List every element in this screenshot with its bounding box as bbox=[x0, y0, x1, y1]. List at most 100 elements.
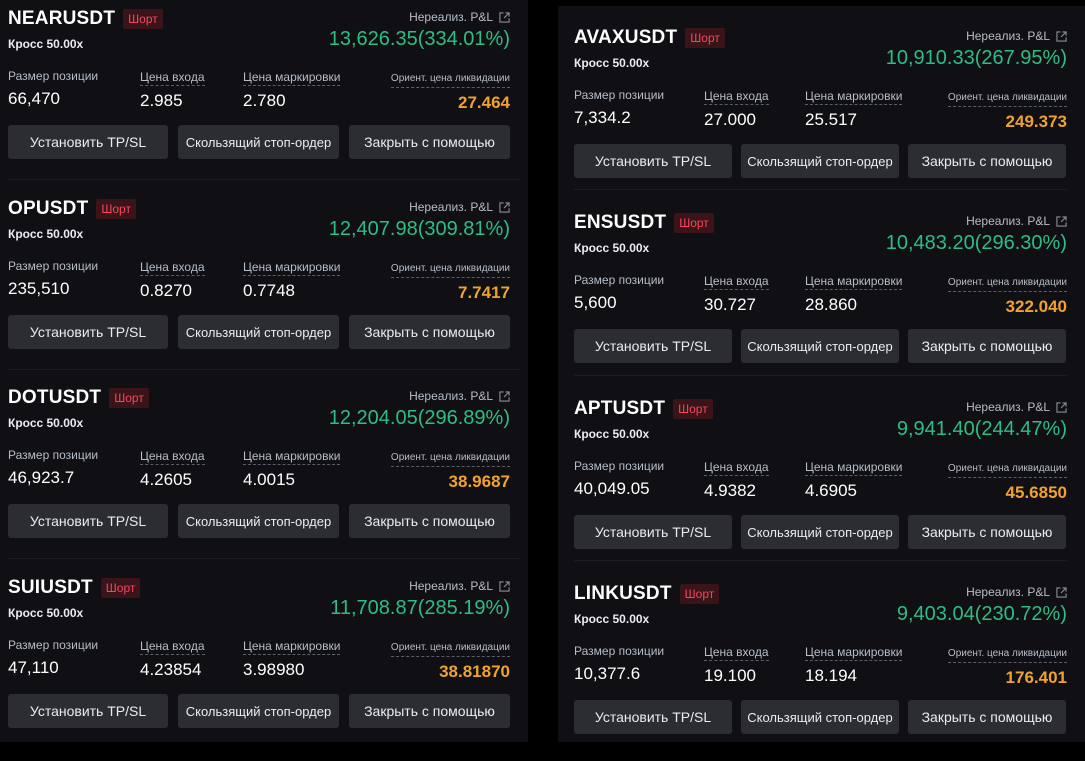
entry-value: 4.2605 bbox=[140, 470, 192, 489]
share-icon[interactable] bbox=[1056, 586, 1067, 598]
share-icon[interactable] bbox=[499, 201, 510, 213]
close-with-button[interactable]: Закрыть с помощью bbox=[349, 694, 510, 728]
short-badge: Шорт bbox=[109, 388, 149, 408]
leverage-label[interactable]: Кросс 50.00x bbox=[574, 612, 650, 626]
entry-label: Цена входа bbox=[140, 449, 205, 465]
leverage-label[interactable]: Кросс 50.00x bbox=[8, 606, 84, 620]
set-tpsl-button[interactable]: Установить TP/SL bbox=[8, 125, 168, 159]
size-label: Размер позиции bbox=[8, 259, 99, 273]
pnl-value: 13,626.35(334.01%) bbox=[328, 28, 510, 50]
mark-value: 18.194 bbox=[805, 666, 857, 685]
entry-label: Цена входа bbox=[140, 260, 205, 276]
share-icon[interactable] bbox=[499, 390, 510, 402]
mark-value: 2.780 bbox=[243, 91, 286, 110]
trailing-stop-button[interactable]: Скользящий стоп-ордер bbox=[741, 329, 899, 363]
leverage-label[interactable]: Кросс 50.00x bbox=[8, 416, 84, 430]
entry-value: 4.9382 bbox=[704, 481, 756, 500]
size-label: Размер позиции bbox=[8, 638, 99, 652]
leverage-label[interactable]: Кросс 50.00x bbox=[8, 227, 84, 241]
position-card: APTUSDT Шорт Кросс 50.00x Нереализ. P&L … bbox=[558, 390, 1085, 576]
position-symbol[interactable]: ENSUSDT bbox=[574, 212, 667, 233]
entry-value: 2.985 bbox=[140, 91, 183, 110]
divider bbox=[574, 375, 1067, 376]
size-value: 66,470 bbox=[8, 89, 60, 108]
share-icon[interactable] bbox=[1056, 215, 1067, 227]
entry-label: Цена входа bbox=[704, 460, 769, 476]
entry-label: Цена входа bbox=[140, 639, 205, 655]
position-card: OPUSDT Шорт Кросс 50.00x Нереализ. P&L 1… bbox=[0, 190, 528, 376]
share-icon[interactable] bbox=[1056, 401, 1067, 413]
trailing-stop-button[interactable]: Скользящий стоп-ордер bbox=[741, 700, 899, 734]
pnl-label: Нереализ. P&L bbox=[409, 10, 493, 24]
entry-value: 27.000 bbox=[704, 110, 756, 129]
set-tpsl-button[interactable]: Установить TP/SL bbox=[574, 515, 732, 549]
pnl-label: Нереализ. P&L bbox=[409, 389, 493, 403]
liq-value: 7.7417 bbox=[458, 283, 510, 302]
position-card: DOTUSDT Шорт Кросс 50.00x Нереализ. P&L … bbox=[0, 379, 528, 565]
pnl-value: 11,708.87(285.19%) bbox=[330, 597, 510, 619]
set-tpsl-button[interactable]: Установить TP/SL bbox=[8, 504, 168, 538]
set-tpsl-button[interactable]: Установить TP/SL bbox=[8, 315, 168, 349]
position-symbol[interactable]: NEARUSDT bbox=[8, 8, 116, 29]
trailing-stop-button[interactable]: Скользящий стоп-ордер bbox=[741, 144, 899, 178]
liq-value: 249.373 bbox=[1005, 112, 1067, 131]
short-badge: Шорт bbox=[674, 213, 714, 233]
size-label: Размер позиции bbox=[574, 459, 665, 473]
set-tpsl-button[interactable]: Установить TP/SL bbox=[574, 329, 732, 363]
leverage-label[interactable]: Кросс 50.00x bbox=[574, 427, 650, 441]
trailing-stop-button[interactable]: Скользящий стоп-ордер bbox=[178, 125, 339, 159]
position-card: SUIUSDT Шорт Кросс 50.00x Нереализ. P&L … bbox=[0, 569, 528, 755]
position-symbol[interactable]: LINKUSDT bbox=[574, 583, 672, 604]
close-with-button[interactable]: Закрыть с помощью bbox=[349, 315, 510, 349]
pnl-value: 12,204.05(296.89%) bbox=[328, 407, 510, 429]
liq-label: Ориент. цена ликвидации bbox=[947, 646, 1067, 663]
mark-label: Цена маркировки bbox=[243, 639, 341, 655]
close-with-button[interactable]: Закрыть с помощью bbox=[908, 700, 1066, 734]
size-value: 40,049.05 bbox=[574, 479, 650, 498]
pnl-value: 10,910.33(267.95%) bbox=[885, 47, 1067, 69]
size-label: Размер позиции bbox=[8, 448, 99, 462]
mark-value: 4.6905 bbox=[805, 481, 857, 500]
share-icon[interactable] bbox=[499, 580, 510, 592]
position-symbol[interactable]: DOTUSDT bbox=[8, 387, 102, 408]
leverage-label[interactable]: Кросс 50.00x bbox=[574, 56, 650, 70]
close-with-button[interactable]: Закрыть с помощью bbox=[908, 144, 1066, 178]
trailing-stop-button[interactable]: Скользящий стоп-ордер bbox=[178, 504, 339, 538]
close-with-button[interactable]: Закрыть с помощью bbox=[349, 125, 510, 159]
size-label: Размер позиции bbox=[574, 644, 665, 658]
trailing-stop-button[interactable]: Скользящий стоп-ордер bbox=[178, 694, 339, 728]
share-icon[interactable] bbox=[1056, 30, 1067, 42]
share-icon[interactable] bbox=[499, 11, 510, 23]
close-with-button[interactable]: Закрыть с помощью bbox=[349, 504, 510, 538]
leverage-label[interactable]: Кросс 50.00x bbox=[574, 241, 650, 255]
position-symbol[interactable]: OPUSDT bbox=[8, 198, 89, 219]
liq-label: Ориент. цена ликвидации bbox=[390, 640, 510, 657]
leverage-label[interactable]: Кросс 50.00x bbox=[8, 37, 84, 51]
set-tpsl-button[interactable]: Установить TP/SL bbox=[574, 144, 732, 178]
close-with-button[interactable]: Закрыть с помощью bbox=[908, 329, 1066, 363]
set-tpsl-button[interactable]: Установить TP/SL bbox=[574, 700, 732, 734]
mark-value: 28.860 bbox=[805, 295, 857, 314]
size-label: Размер позиции bbox=[574, 273, 665, 287]
trailing-stop-button[interactable]: Скользящий стоп-ордер bbox=[741, 515, 899, 549]
size-value: 7,334.2 bbox=[574, 108, 631, 127]
close-with-button[interactable]: Закрыть с помощью bbox=[908, 515, 1066, 549]
liq-value: 38.9687 bbox=[448, 472, 510, 491]
trailing-stop-button[interactable]: Скользящий стоп-ордер bbox=[178, 315, 339, 349]
position-symbol[interactable]: APTUSDT bbox=[574, 398, 666, 419]
pnl-value: 9,941.40(244.47%) bbox=[896, 418, 1067, 440]
short-badge: Шорт bbox=[96, 199, 136, 219]
mark-label: Цена маркировки bbox=[805, 274, 903, 290]
liq-value: 45.6850 bbox=[1005, 483, 1067, 502]
size-label: Размер позиции bbox=[574, 88, 665, 102]
liq-label: Ориент. цена ликвидации bbox=[947, 90, 1067, 107]
set-tpsl-button[interactable]: Установить TP/SL bbox=[8, 694, 168, 728]
entry-value: 0.8270 bbox=[140, 281, 192, 300]
liq-value: 27.464 bbox=[458, 93, 510, 112]
liq-label: Ориент. цена ликвидации bbox=[390, 71, 510, 88]
position-symbol[interactable]: SUIUSDT bbox=[8, 577, 93, 598]
pnl-label: Нереализ. P&L bbox=[409, 200, 493, 214]
pnl-value: 12,407.98(309.81%) bbox=[328, 218, 510, 240]
position-symbol[interactable]: AVAXUSDT bbox=[574, 27, 678, 48]
size-value: 10,377.6 bbox=[574, 664, 641, 683]
